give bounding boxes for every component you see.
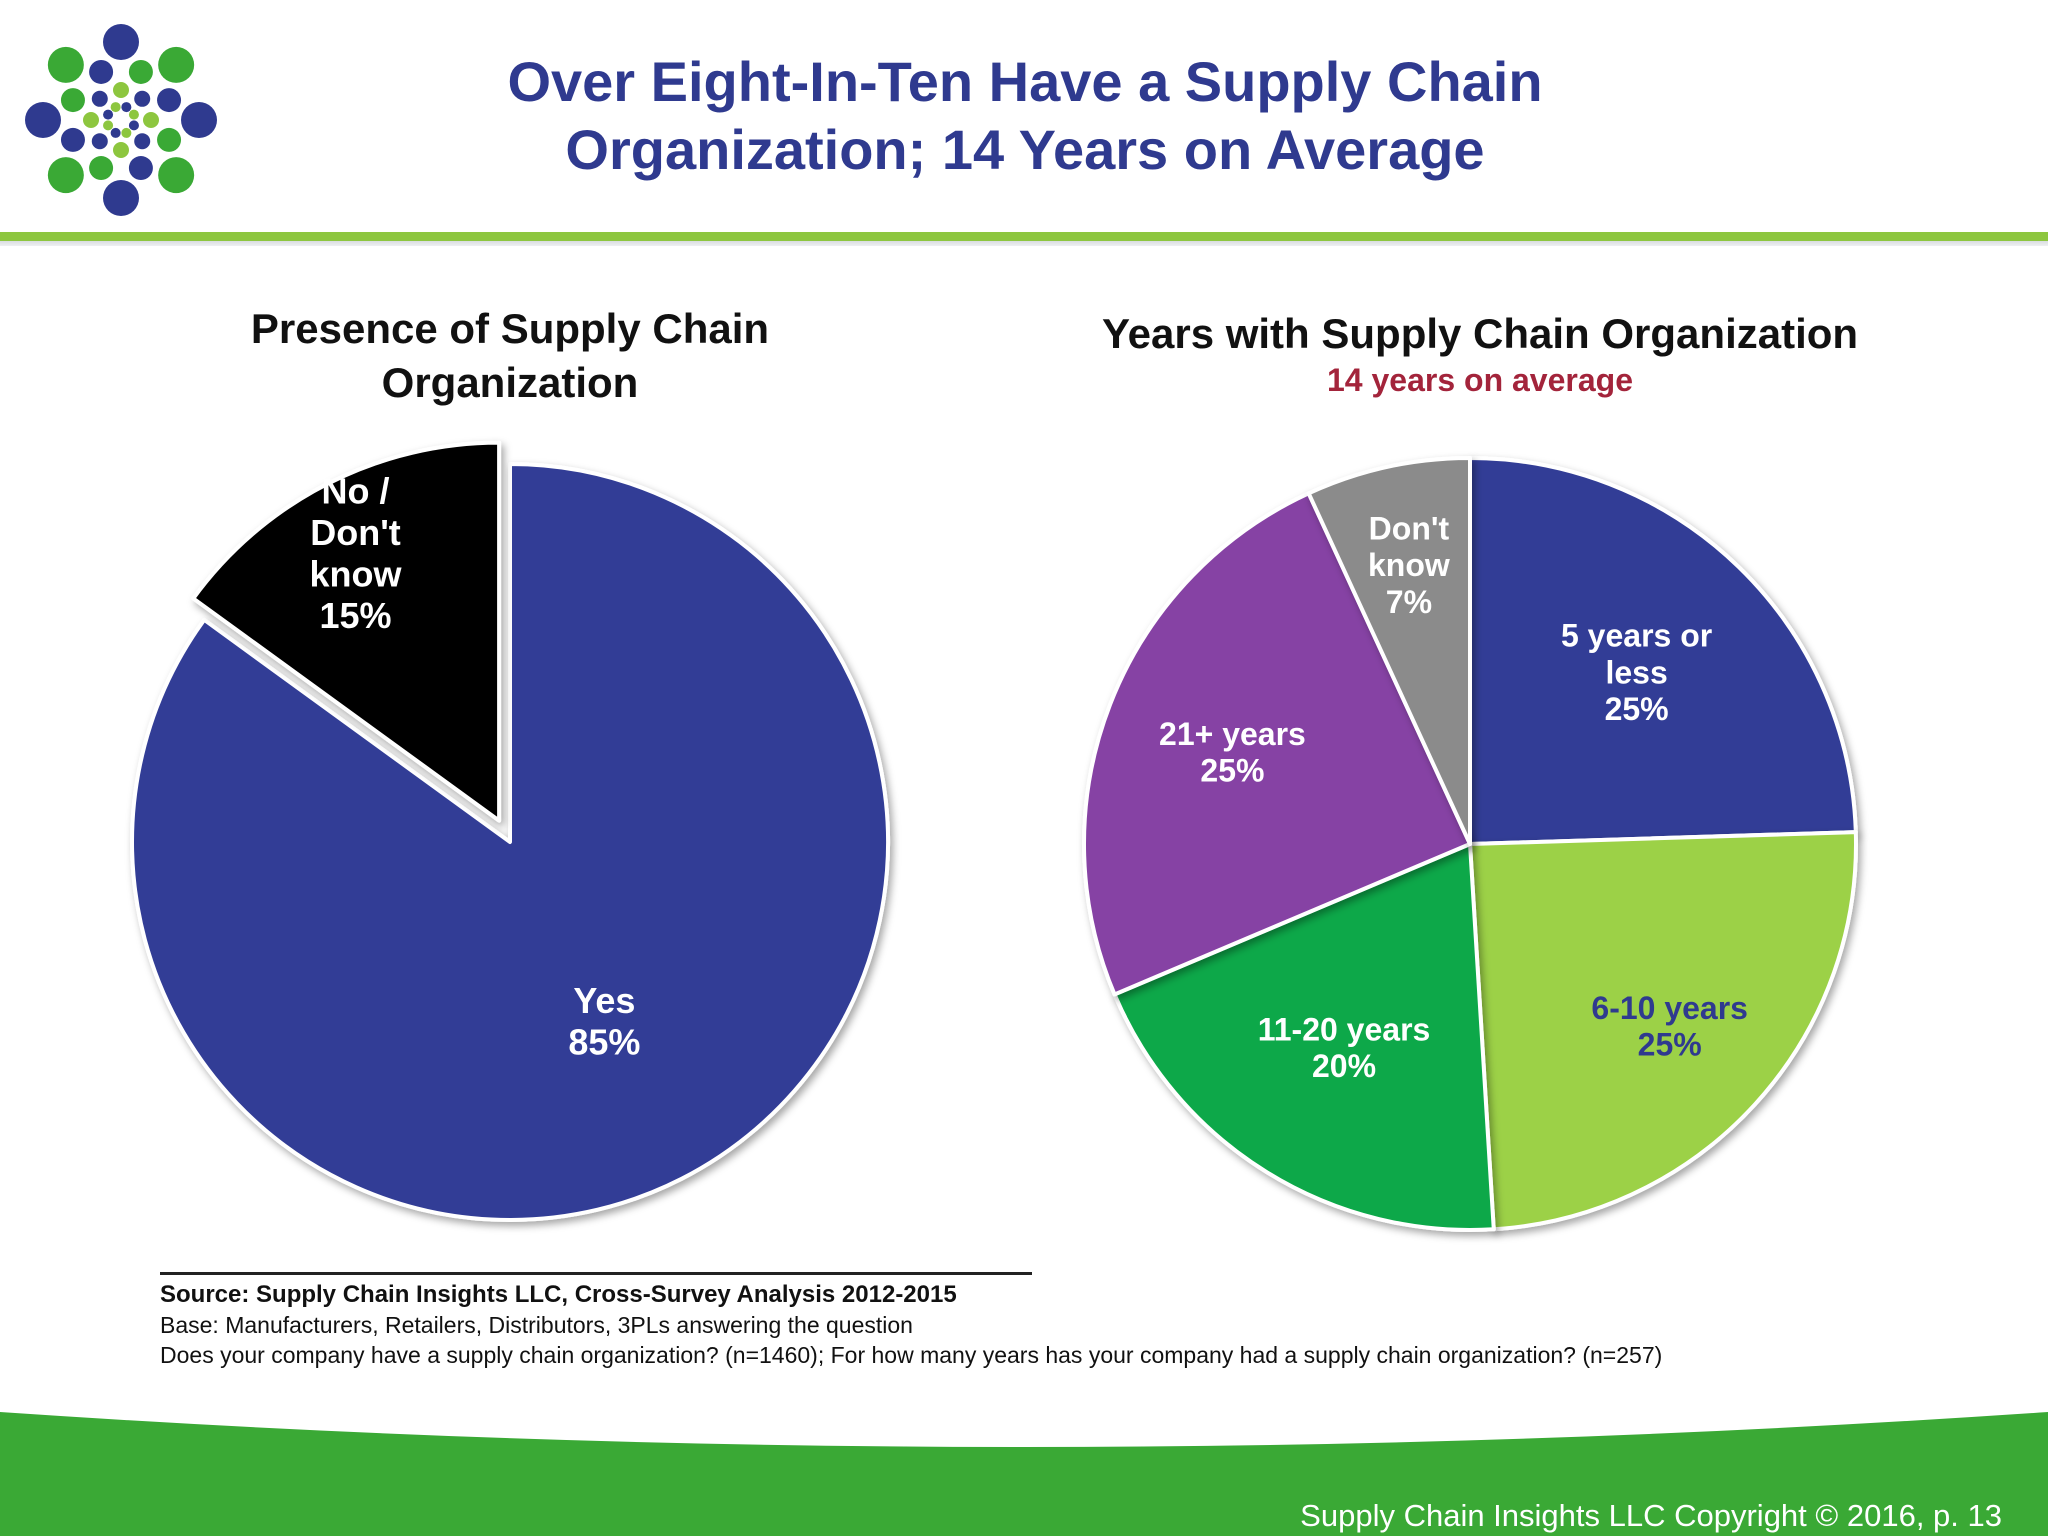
logo-dot	[110, 102, 121, 113]
chart2-slice-label-4-line-2: 7%	[1386, 584, 1432, 620]
chart2-slice-label-0-line-2: 25%	[1605, 691, 1669, 727]
logo-dot	[158, 157, 195, 194]
logo-dot	[128, 59, 153, 84]
logo-dot	[60, 88, 85, 113]
logo-dot	[121, 102, 132, 113]
logo-dot	[103, 109, 114, 120]
footer-band	[0, 1412, 2048, 1536]
question-line: Does your company have a supply chain or…	[160, 1342, 1663, 1368]
logo-dot	[103, 120, 114, 131]
logo-dot	[143, 112, 159, 128]
logo-dot	[60, 127, 85, 152]
logo-dot	[47, 46, 84, 83]
logo-dot	[113, 82, 129, 98]
logo-dot	[47, 157, 84, 194]
chart1-title-line-1: Presence of Supply Chain	[250, 305, 770, 352]
chart1-slice-0	[130, 462, 890, 1222]
chart2-slice-label-0-line-0: 5 years or	[1561, 618, 1712, 654]
logo-dot	[134, 133, 151, 150]
logo-dot	[157, 127, 182, 152]
chart2-slice-label-0-line-1: less	[1605, 654, 1667, 690]
chart1-slice-label-0-line-1: 85%	[568, 1022, 640, 1063]
chart2-slice-label-4-line-0: Don't	[1369, 510, 1450, 546]
slide-title: Over Eight-In-Ten Have a Supply Chain Or…	[380, 48, 1670, 184]
chart2-title: Years with Supply Chain Organization	[1101, 310, 1859, 357]
copyright-text: Supply Chain Insights LLC Copyright © 20…	[1300, 1498, 2002, 1533]
logo-dot	[103, 180, 139, 216]
chart2-slice-label-4-line-1: know	[1368, 547, 1450, 583]
logo-dot	[91, 133, 108, 150]
slide-title-line-2: Organization; 14 Years on Average	[565, 118, 1485, 181]
chart2-subtitle: 14 years on average	[1327, 362, 1633, 398]
chart1-slice-label-1-line-2: know	[310, 553, 403, 594]
chart1-slice-label-1-line-1: Don't	[310, 512, 401, 553]
chart2-slice-label-1-line-1: 25%	[1638, 1027, 1702, 1063]
logo-dot	[103, 24, 139, 60]
logo-dot	[91, 90, 108, 107]
chart2-slice-label-1-line-0: 6-10 years	[1591, 990, 1748, 1026]
chart2-slice-3	[1082, 491, 1472, 997]
logo-dot	[89, 59, 114, 84]
logo-dot	[181, 102, 217, 138]
chart2-slice-1	[1468, 830, 1858, 1232]
chart2-slice-label-2-line-0: 11-20 years	[1258, 1011, 1431, 1047]
chart1-slice-label-1-line-3: 15%	[320, 595, 392, 636]
chart2-slice-label-3-line-1: 25%	[1200, 753, 1264, 789]
logo-dot	[128, 109, 139, 120]
slide-title-line-1: Over Eight-In-Ten Have a Supply Chain	[507, 50, 1543, 113]
chart2-slice-4	[1306, 456, 1472, 846]
chart1-title-line-2: Organization	[381, 359, 639, 406]
chart1-slice-label-0-line-0: Yes	[573, 980, 635, 1021]
base-line: Base: Manufacturers, Retailers, Distribu…	[160, 1312, 913, 1338]
title-divider	[0, 232, 2048, 246]
logo-dot	[113, 142, 129, 158]
logo-dot	[128, 156, 153, 181]
logo-dot	[158, 46, 195, 83]
supply-chain-insights-logo	[25, 24, 217, 216]
logo-dot	[83, 112, 99, 128]
logo-dot	[157, 88, 182, 113]
source-notes: Source: Supply Chain Insights LLC, Cross…	[160, 1280, 1960, 1370]
logo-dot	[110, 127, 121, 138]
chart1-slice-label-1-line-0: No /	[322, 471, 390, 512]
chart1-title: Presence of Supply Chain Organization	[170, 302, 850, 410]
logo-dot	[121, 127, 132, 138]
chart2-slice-2	[1112, 842, 1496, 1232]
source-divider	[160, 1272, 1032, 1275]
chart2-slice-label-2-line-1: 20%	[1312, 1048, 1376, 1084]
logo-dot	[89, 156, 114, 181]
chart1-slice-1	[191, 440, 502, 823]
chart2-slice-0	[1468, 456, 1858, 846]
chart2-slice-label-3-line-0: 21+ years	[1159, 716, 1306, 752]
logo-dot	[128, 120, 139, 131]
source-line: Source: Supply Chain Insights LLC, Cross…	[160, 1281, 957, 1308]
logo-dot	[25, 102, 61, 138]
logo-dot	[134, 90, 151, 107]
